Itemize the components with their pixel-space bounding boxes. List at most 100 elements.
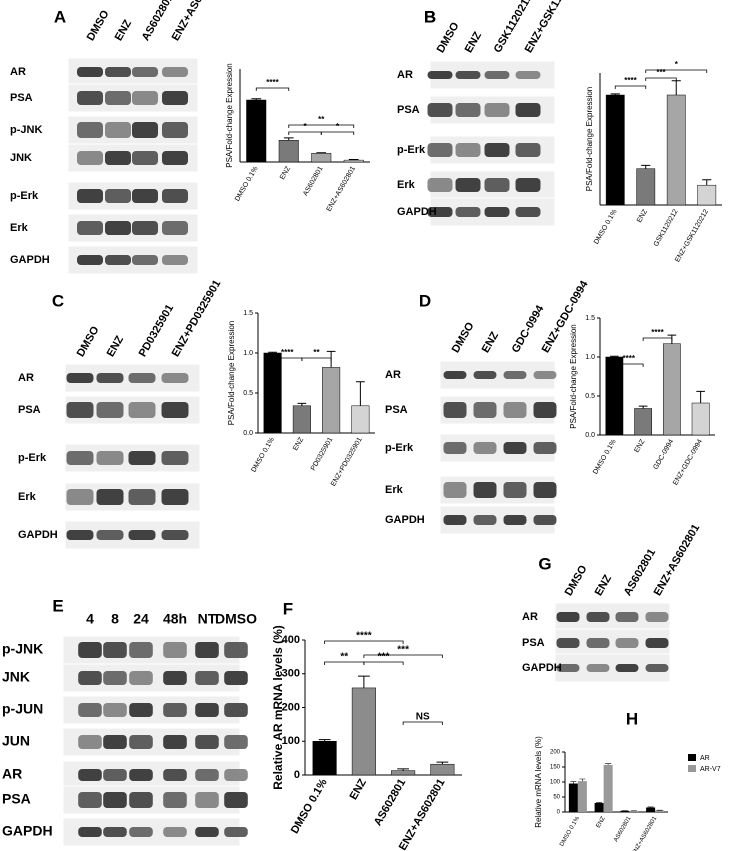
blot-band xyxy=(129,827,153,837)
row-label: JUN xyxy=(2,733,30,749)
blot-band xyxy=(163,703,187,717)
bar xyxy=(322,367,341,434)
blot-band xyxy=(162,67,188,77)
blot-band xyxy=(103,735,127,749)
sig-label: **** xyxy=(281,348,294,357)
blot-band xyxy=(224,792,248,808)
row-label: AR xyxy=(18,372,34,384)
bar xyxy=(605,356,624,436)
error-bar xyxy=(355,381,365,406)
error-bar xyxy=(570,781,577,784)
panel-letter: A xyxy=(54,7,66,26)
blot-band xyxy=(105,67,131,77)
y-tick-label: 0.5 xyxy=(243,390,253,397)
blot-band xyxy=(427,143,453,157)
y-tick-label: 150 xyxy=(550,765,561,771)
blot-band xyxy=(533,515,557,525)
blot-band xyxy=(473,402,497,418)
bar xyxy=(620,810,630,812)
bar xyxy=(663,343,681,436)
sig-bracket xyxy=(642,337,673,341)
panel-letter: E xyxy=(52,596,63,615)
y-tick-label: 0.0 xyxy=(585,432,595,439)
y-axis-label: PSA/Fold-change Expression xyxy=(227,321,236,426)
y-tick-label: 0.5 xyxy=(585,393,595,400)
legend-label: AR-V7 xyxy=(700,766,721,773)
blot-band xyxy=(484,207,510,217)
row-label: PSA xyxy=(18,404,41,416)
blot-band xyxy=(443,482,467,498)
blot-band xyxy=(427,71,453,79)
blot-band xyxy=(161,402,189,418)
row-label: AR xyxy=(2,766,22,782)
sig-bracket xyxy=(614,85,647,89)
y-tick-label: 400 xyxy=(282,634,300,646)
panel-letter: G xyxy=(538,554,551,573)
panel-letter: C xyxy=(52,291,64,310)
blot-band xyxy=(132,91,158,105)
sig-bracket xyxy=(288,131,322,135)
sig-bracket xyxy=(645,77,677,81)
panel-letter: F xyxy=(283,599,293,618)
x-tick-label: DMSO 0.1% xyxy=(234,165,260,202)
blot-band xyxy=(103,827,127,837)
blot-band xyxy=(77,151,103,165)
lane-label: ENZ xyxy=(480,330,502,355)
blot-band xyxy=(77,91,103,105)
row-label: PSA xyxy=(10,92,33,104)
blot-band xyxy=(129,769,153,781)
row-label: JNK xyxy=(2,669,30,685)
lane-label: 48h xyxy=(163,611,187,627)
blot-band xyxy=(161,373,189,383)
sig-label: **** xyxy=(266,78,279,87)
blot-band xyxy=(132,189,158,203)
bar xyxy=(391,770,416,776)
blot-band xyxy=(77,255,103,265)
error-bar xyxy=(316,152,327,154)
blot-band xyxy=(162,221,188,235)
x-tick-label: DMSO 0.1% xyxy=(559,815,581,847)
sig-bracket xyxy=(301,357,332,361)
blot-band xyxy=(195,735,219,749)
y-tick-label: 100 xyxy=(282,735,300,747)
x-tick-label: GDC-0994 xyxy=(652,438,675,471)
blot-band xyxy=(586,664,610,672)
bar xyxy=(430,763,455,776)
sig-label: NS xyxy=(416,712,430,723)
error-bar xyxy=(579,778,586,782)
sig-label: **** xyxy=(623,354,636,363)
error-bar xyxy=(638,405,648,409)
y-axis-label: Relative AR mRNA levels (%) xyxy=(271,625,285,790)
blot-band xyxy=(128,402,156,418)
blot-band xyxy=(163,671,187,685)
y-tick-label: 50 xyxy=(553,795,560,801)
blot-band xyxy=(455,207,481,217)
lane-label: ENZ+GSK1120212 xyxy=(523,0,581,55)
sig-label: * xyxy=(303,122,307,131)
sig-bracket xyxy=(288,124,355,128)
blot-band xyxy=(128,530,156,540)
blot-band xyxy=(78,671,102,685)
panel-letter: B xyxy=(424,7,436,26)
x-tick-label: ENZ+AS602801 xyxy=(326,165,358,213)
row-label: Erk xyxy=(385,484,404,496)
legend-label: AR xyxy=(700,755,710,762)
y-tick-label: 0 xyxy=(557,810,561,816)
blot-band xyxy=(162,189,188,203)
lane-label: DMSO xyxy=(85,8,112,43)
blot-band xyxy=(484,178,510,192)
bar xyxy=(278,140,299,163)
x-tick-label: DMSO 0.1% xyxy=(592,438,618,475)
bar xyxy=(311,153,332,163)
blot-band xyxy=(161,489,189,505)
blot-band xyxy=(77,67,103,77)
bar xyxy=(351,405,370,434)
blot-band xyxy=(129,735,153,749)
row-label: p-JUN xyxy=(2,701,43,717)
x-tick-label: ENZ xyxy=(633,438,646,454)
sig-label: *** xyxy=(656,68,666,77)
lane-label: DMSO xyxy=(563,563,590,598)
bar xyxy=(646,807,656,812)
blot-band xyxy=(503,442,527,454)
blot-band xyxy=(103,792,127,808)
